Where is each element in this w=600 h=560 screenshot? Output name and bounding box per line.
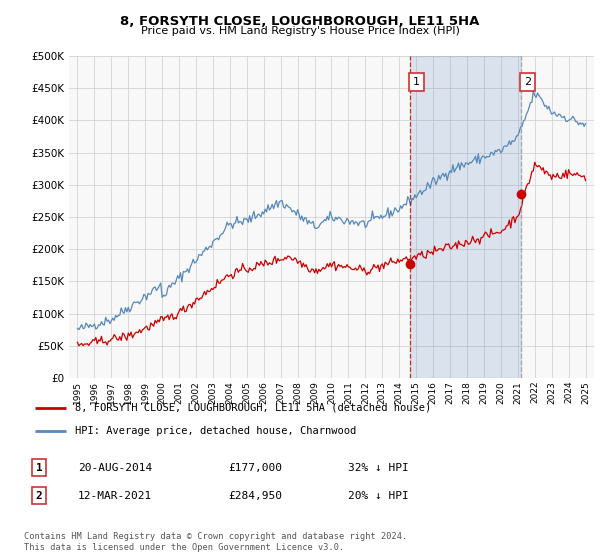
Text: 12-MAR-2021: 12-MAR-2021: [78, 491, 152, 501]
Text: 8, FORSYTH CLOSE, LOUGHBOROUGH, LE11 5HA (detached house): 8, FORSYTH CLOSE, LOUGHBOROUGH, LE11 5HA…: [75, 403, 431, 413]
Bar: [410, 56, 521, 378]
Text: 32% ↓ HPI: 32% ↓ HPI: [348, 463, 409, 473]
Text: HPI: Average price, detached house, Charnwood: HPI: Average price, detached house, Char…: [75, 426, 356, 436]
Text: £177,000: £177,000: [228, 463, 282, 473]
Text: 8, FORSYTH CLOSE, LOUGHBOROUGH, LE11 5HA: 8, FORSYTH CLOSE, LOUGHBOROUGH, LE11 5HA: [121, 15, 479, 28]
Text: 2: 2: [35, 491, 43, 501]
Text: 20% ↓ HPI: 20% ↓ HPI: [348, 491, 409, 501]
Text: 2: 2: [524, 77, 532, 87]
Text: £284,950: £284,950: [228, 491, 282, 501]
Text: 1: 1: [413, 77, 420, 87]
Text: Contains HM Land Registry data © Crown copyright and database right 2024.
This d: Contains HM Land Registry data © Crown c…: [24, 533, 407, 552]
Text: 20-AUG-2014: 20-AUG-2014: [78, 463, 152, 473]
Text: Price paid vs. HM Land Registry's House Price Index (HPI): Price paid vs. HM Land Registry's House …: [140, 26, 460, 36]
Text: 1: 1: [35, 463, 43, 473]
